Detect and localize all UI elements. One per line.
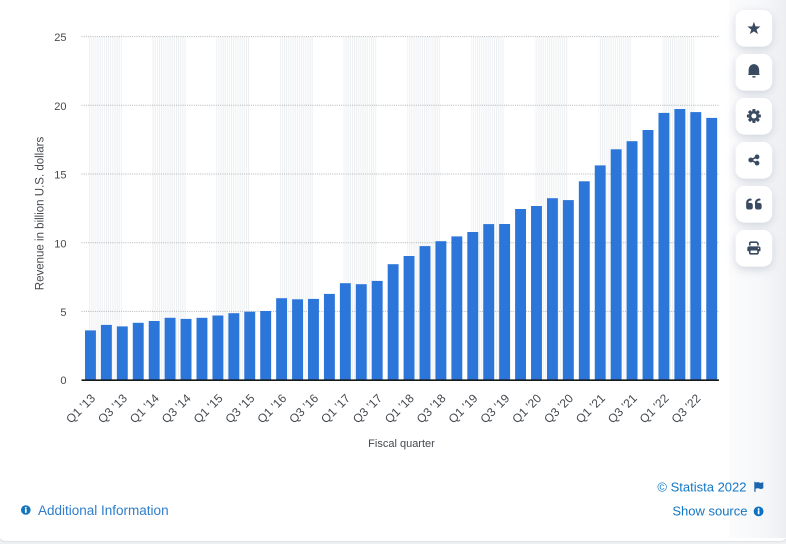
svg-text:Show source: Show source: [672, 504, 747, 519]
svg-text:Fiscal quarter: Fiscal quarter: [368, 438, 435, 450]
svg-text:10: 10: [54, 238, 66, 250]
svg-text:25: 25: [54, 32, 66, 44]
svg-text:15: 15: [54, 170, 66, 182]
svg-text:0: 0: [60, 375, 66, 387]
svg-text:Additional Information: Additional Information: [38, 503, 169, 518]
svg-text:20: 20: [54, 101, 66, 113]
svg-text:© Statista 2022: © Statista 2022: [657, 479, 746, 494]
svg-text:Revenue in billion U.S. dollar: Revenue in billion U.S. dollars: [35, 137, 47, 291]
svg-text:5: 5: [60, 307, 66, 319]
